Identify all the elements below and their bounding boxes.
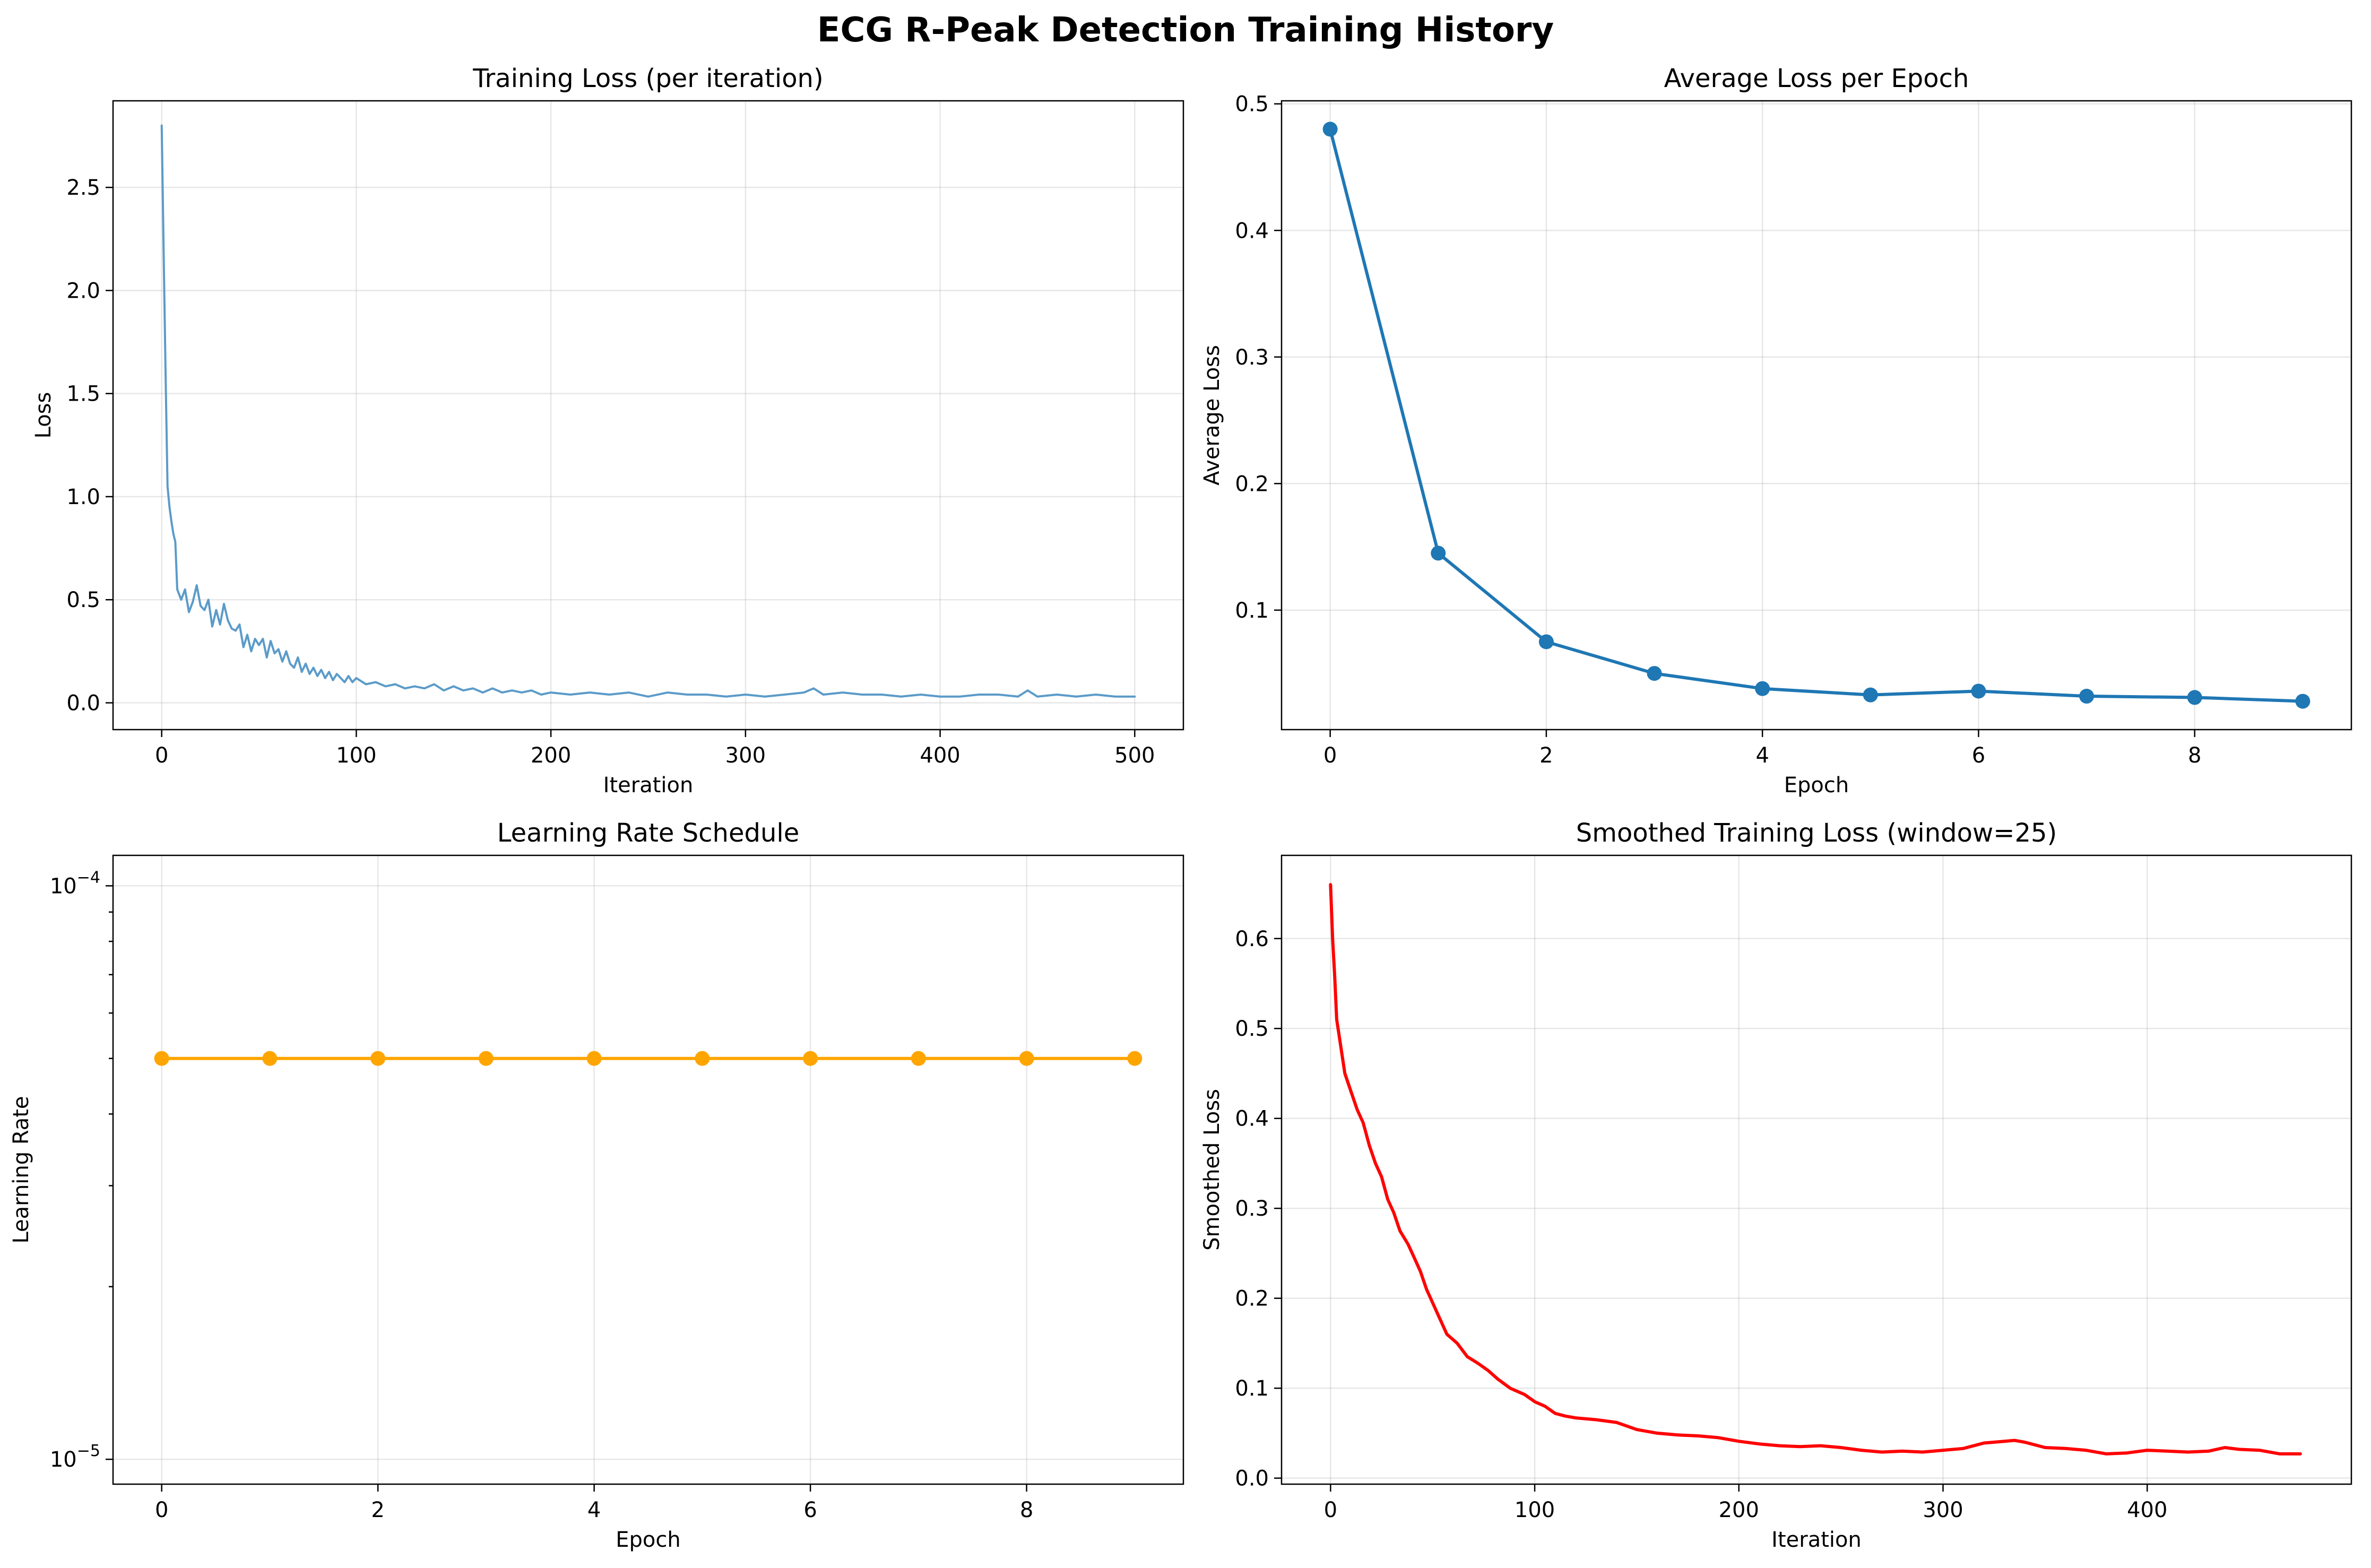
- series-line: [1328, 127, 2305, 703]
- data-point-marker: [1971, 683, 1986, 699]
- x-tick-label: 400: [920, 743, 960, 768]
- panel-title: Smoothed Training Loss (window=25): [1576, 818, 2057, 848]
- x-tick-label: 8: [2188, 743, 2201, 768]
- y-tick-label: 10−5: [50, 1442, 100, 1472]
- x-tick-label: 4: [1755, 743, 1769, 768]
- x-tick-label: 100: [1515, 1498, 1555, 1522]
- data-point-marker: [803, 1051, 818, 1066]
- x-tick-label: 200: [531, 743, 571, 768]
- data-point-marker: [1019, 1051, 1034, 1066]
- data-point-marker: [154, 1051, 169, 1066]
- y-tick-label: 0.1: [1235, 1376, 1269, 1401]
- x-tick-label: 2: [1539, 743, 1553, 768]
- y-tick-label: 10−4: [50, 868, 100, 898]
- y-tick-label: 0.0: [66, 691, 100, 715]
- smoothed-loss-panel: 0 100 200 300 400 0.0 0.1 0.2 0.3 0.4 0.5 0.6 Smooth…: [1200, 818, 2352, 1552]
- data-point-marker: [1647, 666, 1662, 681]
- y-tick-label-exponent: −4: [77, 868, 100, 887]
- x-tick-label: 300: [1923, 1498, 1963, 1522]
- x-tick-label: 2: [371, 1498, 384, 1522]
- data-point-marker: [2187, 690, 2202, 705]
- panel-title: Average Loss per Epoch: [1664, 64, 1969, 93]
- data-point-marker: [2295, 694, 2311, 709]
- y-tick-label-base: 10: [50, 874, 77, 898]
- panel-title: Training Loss (per iteration): [472, 64, 823, 93]
- x-tick-label: 0: [1324, 1498, 1337, 1522]
- data-point-marker: [2079, 689, 2095, 704]
- y-tick-label-exponent: −5: [77, 1442, 100, 1460]
- y-tick-label: 0.4: [1235, 1107, 1269, 1131]
- x-tick-label: 200: [1719, 1498, 1759, 1522]
- data-point-marker: [695, 1051, 710, 1066]
- x-tick-label: 4: [587, 1498, 601, 1522]
- x-axis-label: Epoch: [1784, 773, 1849, 798]
- data-point-marker: [1431, 545, 1446, 561]
- x-tick-label: 500: [1114, 743, 1155, 768]
- y-tick-label-base: 10: [50, 1448, 77, 1472]
- plot-frame: [112, 854, 1184, 1485]
- plot-frame: [112, 100, 1184, 731]
- plot-frame: [1280, 854, 2352, 1485]
- training-loss-panel: 0 100 200 300 400 500 0.0 0.5 1.0 1.5 2.0 2.5 Traini…: [31, 64, 1184, 798]
- y-axis-label: Loss: [31, 392, 56, 439]
- y-axis-label: Learning Rate: [9, 1096, 33, 1243]
- data-point-marker: [370, 1051, 386, 1066]
- data-point-marker: [586, 1051, 602, 1066]
- y-tick-label: 2.0: [66, 279, 100, 303]
- x-tick-label: 6: [1972, 743, 1985, 768]
- x-tick-label: 400: [2127, 1498, 2167, 1522]
- data-point-marker: [911, 1051, 926, 1066]
- data-point-marker: [1127, 1051, 1143, 1066]
- x-tick-label: 0: [155, 1498, 168, 1522]
- y-axis-label: Average Loss: [1200, 345, 1224, 486]
- y-tick-label: 0.6: [1235, 927, 1269, 951]
- data-point-marker: [262, 1051, 278, 1066]
- y-tick-label: 0.5: [1235, 92, 1269, 117]
- y-tick-label: 0.5: [66, 588, 100, 612]
- data-point-marker: [1755, 681, 1770, 696]
- data-point-marker: [1863, 687, 1878, 703]
- x-tick-label: 6: [803, 1498, 817, 1522]
- y-tick-label: 1.5: [66, 382, 100, 406]
- y-tick-label: 0.3: [1235, 345, 1269, 370]
- x-axis-label: Iteration: [1771, 1528, 1862, 1552]
- x-tick-label: 100: [336, 743, 376, 768]
- data-point-marker: [1322, 122, 1338, 137]
- x-axis-label: Epoch: [616, 1528, 680, 1552]
- data-point-marker: [478, 1051, 494, 1066]
- x-tick-label: 300: [725, 743, 766, 768]
- series-line: [1329, 883, 2302, 1456]
- y-tick-label: 2.5: [66, 176, 100, 200]
- y-tick-label: 0.4: [1235, 219, 1269, 243]
- x-tick-label: 0: [1323, 743, 1337, 768]
- y-axis-label: Smoothed Loss: [1200, 1089, 1224, 1251]
- y-tick-label: 0.3: [1235, 1197, 1269, 1221]
- y-tick-label: 0.2: [1235, 1287, 1269, 1311]
- average-loss-panel: 0 2 4 6 8 0.1 0.2 0.3 0.4 0.5 Average Loss per Epo…: [1200, 64, 2352, 798]
- x-tick-label: 8: [1020, 1498, 1033, 1522]
- x-tick-label: 0: [155, 743, 168, 768]
- panel-title: Learning Rate Schedule: [497, 818, 800, 848]
- y-tick-label: 0.0: [1235, 1467, 1269, 1491]
- x-axis-label: Iteration: [603, 773, 694, 798]
- y-tick-label: 1.0: [66, 485, 100, 509]
- data-point-marker: [1538, 634, 1554, 649]
- series-line: [160, 124, 1136, 698]
- y-tick-label: 0.5: [1235, 1017, 1269, 1041]
- y-tick-label: 0.2: [1235, 472, 1269, 496]
- figure-title: ECG R-Peak Detection Training History: [817, 11, 1554, 50]
- y-tick-label: 0.1: [1235, 599, 1269, 623]
- plot-frame: [1280, 100, 2352, 731]
